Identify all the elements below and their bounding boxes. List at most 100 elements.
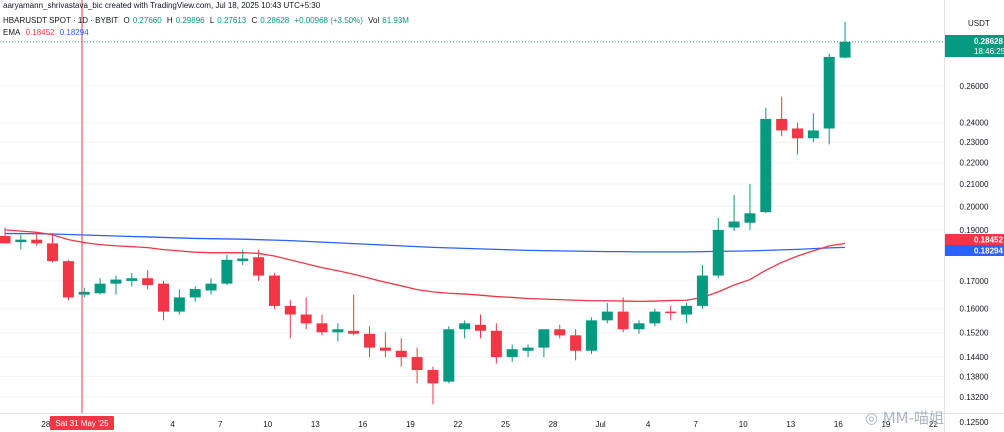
candle-body — [348, 330, 360, 334]
ema-fast-price-label: 0.18452 — [974, 236, 1003, 245]
candle-body — [506, 349, 518, 358]
candle-body — [570, 335, 582, 351]
open-value: 0.27660 — [132, 16, 162, 25]
candle-body — [110, 279, 122, 284]
candle-body — [284, 305, 296, 315]
close-value: 0.28628 — [260, 16, 290, 25]
time-axis[interactable]: 28 4 7 10 13 16 19 22 25 28 Jul 4 7 10 13 16 19 22 — [41, 420, 938, 429]
time-tick-label: 13 — [311, 420, 320, 429]
price-tick-label: 0.15200 — [960, 328, 989, 337]
price-axis[interactable]: USDT 0.26000 0.24000 0.23000 0.22000 0.21000… — [960, 19, 990, 427]
high-value: 0.29896 — [175, 16, 205, 25]
time-tick-label: 7 — [693, 420, 698, 429]
time-tick-label: 7 — [218, 420, 223, 429]
candle-body — [173, 297, 185, 312]
candle-body — [379, 347, 391, 351]
ema-slow-value: 0.18294 — [59, 28, 89, 37]
countdown-label: 18:46:25 — [974, 47, 1004, 56]
candle-body — [78, 291, 90, 295]
candle-body — [744, 213, 756, 223]
symbol-name[interactable]: HBARUSDT SPOT · 1D · BYBIT — [3, 16, 119, 25]
low-label: L — [209, 16, 215, 25]
crosshair-time-tag: Sat 31 May '25 — [50, 416, 114, 430]
attribution-text: aaryamann_shrivastava_bic created with T… — [3, 1, 321, 10]
candle-body — [776, 118, 788, 131]
candle-body — [427, 370, 439, 384]
candle-body — [268, 275, 280, 306]
time-tick-label: 4 — [646, 420, 651, 429]
price-tick-label: 0.16000 — [960, 305, 989, 314]
candle-body — [807, 130, 819, 139]
candle-body — [443, 329, 455, 382]
candle-body — [792, 128, 803, 139]
low-value: 0.27613 — [217, 16, 247, 25]
price-tick-label: 0.22000 — [960, 159, 989, 168]
grid — [0, 85, 944, 398]
candle-body — [601, 311, 613, 321]
candle-body — [538, 329, 550, 348]
price-tick-label: 0.20000 — [960, 202, 989, 211]
ema-slow-line — [5, 232, 846, 253]
candle-body — [94, 283, 106, 294]
high-label: H — [166, 16, 173, 25]
candle-body — [158, 283, 169, 312]
time-tick-label: 22 — [453, 420, 462, 429]
candle-body — [459, 323, 471, 330]
price-tick-label: 0.26000 — [960, 82, 989, 91]
time-tick-label: 19 — [881, 420, 890, 429]
candle-body — [585, 320, 597, 351]
time-tick-label: 10 — [263, 420, 272, 429]
candles — [0, 21, 851, 405]
candle-body — [15, 239, 27, 243]
candle-body — [395, 350, 407, 358]
time-tick-label: 28 — [549, 420, 558, 429]
candle-body — [237, 258, 249, 262]
candle-body — [712, 229, 724, 276]
time-tick-label: 28 — [41, 420, 50, 429]
last-price-label: 0.28628 — [974, 37, 1003, 46]
close-label: C — [251, 16, 258, 25]
time-tick-label: 16 — [358, 420, 367, 429]
price-tick-label: 0.13200 — [960, 393, 989, 402]
price-tick-label: 0.21000 — [960, 180, 989, 189]
watermark-icon: ◎ — [864, 409, 878, 427]
time-tick-label: 25 — [501, 420, 510, 429]
ema-slow-tag: 0.18294 — [945, 245, 1004, 256]
candle-body — [332, 329, 344, 333]
candle-body — [364, 333, 376, 348]
candle-body — [189, 289, 201, 298]
price-tick-label: 0.24000 — [960, 119, 989, 128]
price-tick-label: 0.23000 — [960, 138, 989, 147]
candle-body — [0, 235, 11, 244]
watermark-text: MM-喵姐 — [882, 409, 944, 427]
candle-body — [126, 278, 138, 281]
time-tick-label: 22 — [929, 420, 938, 429]
volume-value: 61.93M — [382, 16, 409, 25]
time-tick-label: 13 — [786, 420, 795, 429]
price-tick-label: 0.14400 — [960, 353, 989, 362]
ema-fast-tag: 0.18452 — [945, 234, 1004, 245]
volume-label: Vol — [368, 16, 380, 25]
candle-body — [522, 347, 534, 351]
ema-fast-value: 0.18452 — [25, 28, 55, 37]
candle-body — [411, 357, 423, 371]
time-tick-label: 19 — [406, 420, 415, 429]
price-tick-label: 0.13800 — [960, 373, 989, 382]
candle-body — [649, 311, 661, 324]
candle-body — [316, 323, 328, 333]
candle-body — [205, 283, 217, 291]
watermark: ◎ MM-喵姐 — [865, 407, 944, 428]
ema-slow-price-label: 0.18294 — [974, 247, 1003, 256]
candle-body — [31, 239, 43, 244]
candle-body — [696, 275, 708, 306]
symbol-legend: HBARUSDT SPOT · 1D · BYBIT O 0.27660 H 0.2… — [3, 16, 412, 25]
open-label: O — [123, 16, 130, 25]
candle-body — [760, 118, 772, 213]
candle-body — [47, 243, 59, 262]
price-tick-label: 0.17000 — [960, 277, 989, 286]
candle-body — [665, 311, 677, 314]
candle-body — [62, 261, 74, 298]
ema-label[interactable]: EMA — [3, 28, 21, 37]
ema-legend: EMA 0.18452 0.18294 — [3, 28, 92, 37]
